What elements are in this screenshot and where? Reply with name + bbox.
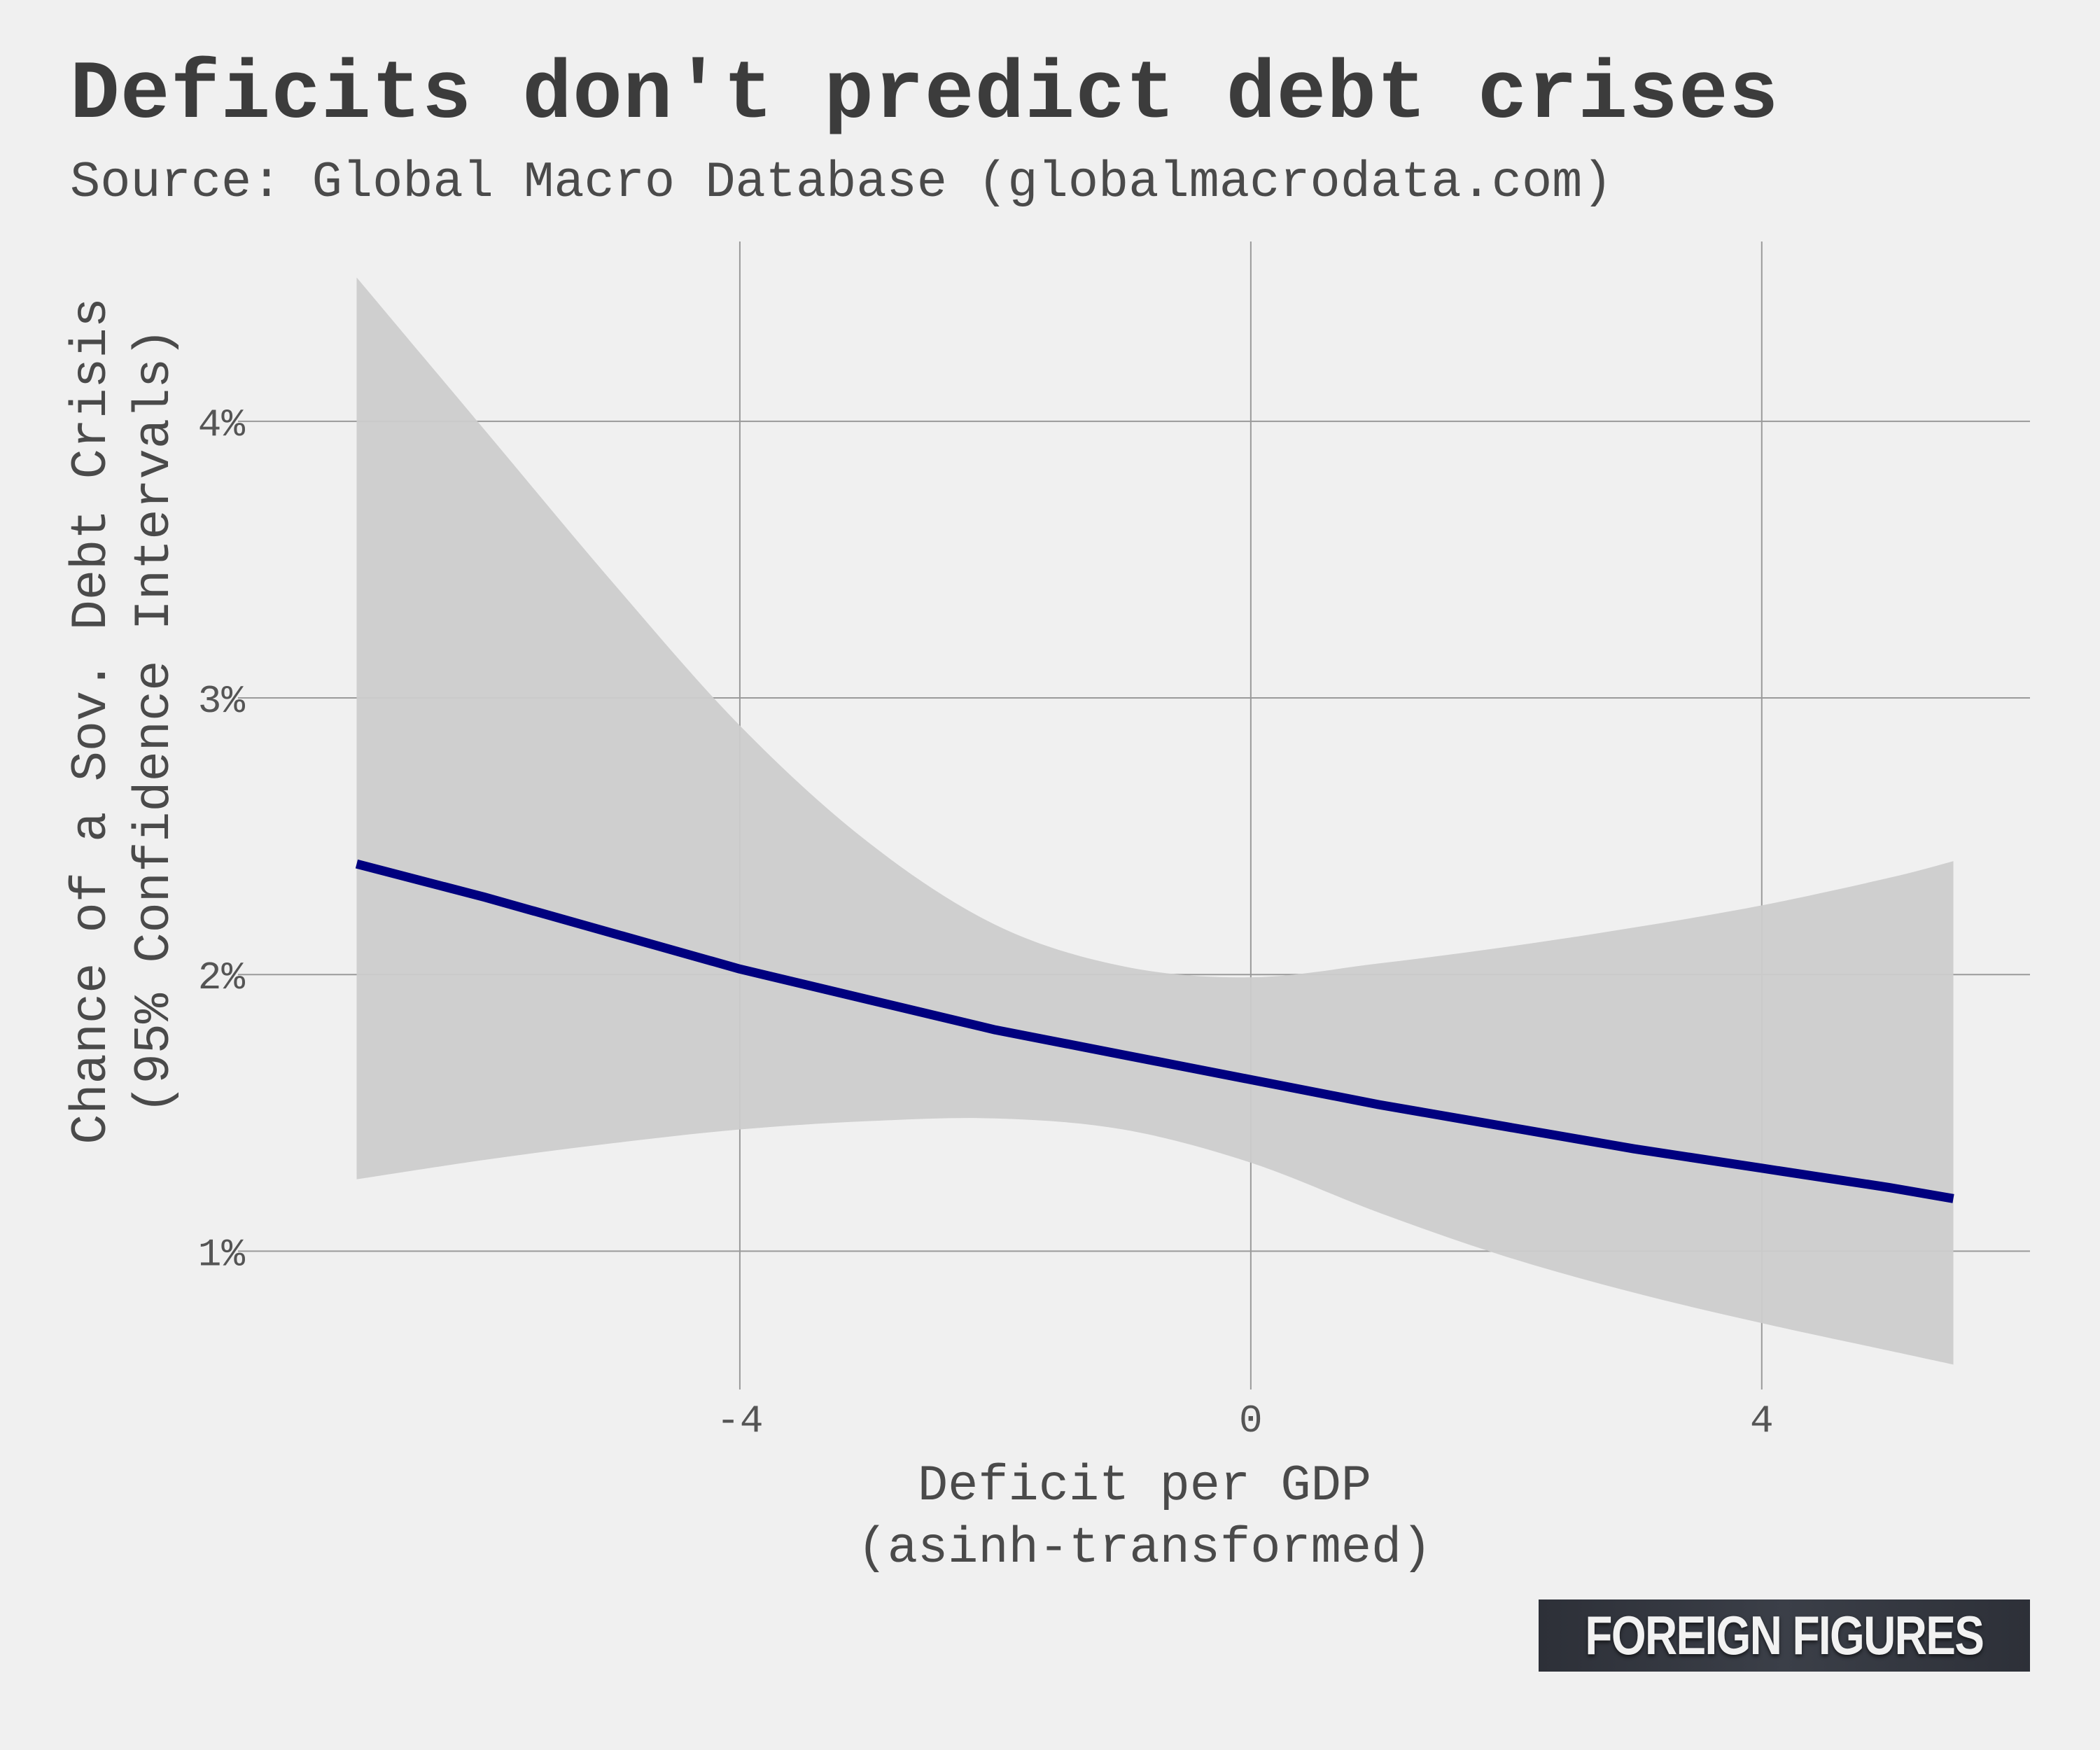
y-tick-label: 2% [198, 955, 246, 1000]
foreign-figures-logo: FOREIGN FIGURES [1539, 1600, 2030, 1672]
x-axis-ticks: -4 0 4 [716, 1399, 1773, 1443]
y-axis-label-line-1: Chance of a Sov. Debt Crisis [63, 298, 120, 1144]
y-axis-label-line-2: (95% Confidence Intervals) [126, 328, 183, 1114]
y-tick-label: 4% [198, 402, 246, 447]
chart-subtitle: Source: Global Macro Database (globalmac… [70, 154, 1613, 211]
x-tick-label: 0 [1239, 1399, 1263, 1443]
y-tick-label: 3% [198, 679, 246, 724]
series-line [355, 859, 1954, 1203]
logo-text: FOREIGN FIGURES [1585, 1604, 1984, 1666]
y-axis-label: Chance of a Sov. Debt Crisis (95% Confid… [63, 298, 183, 1144]
x-axis-label-line-2: (asinh-transformed) [858, 1520, 1432, 1577]
y-axis-ticks: 1% 2% 3% 4% [198, 402, 246, 1278]
y-tick-label: 1% [198, 1232, 246, 1277]
x-tick-label: -4 [716, 1399, 763, 1443]
chart-title: Deficits don't predict debt crises [70, 49, 1779, 142]
confidence-band [356, 277, 1954, 1365]
x-tick-label: 4 [1750, 1399, 1774, 1443]
x-axis-label-line-1: Deficit per GDP [918, 1457, 1371, 1515]
